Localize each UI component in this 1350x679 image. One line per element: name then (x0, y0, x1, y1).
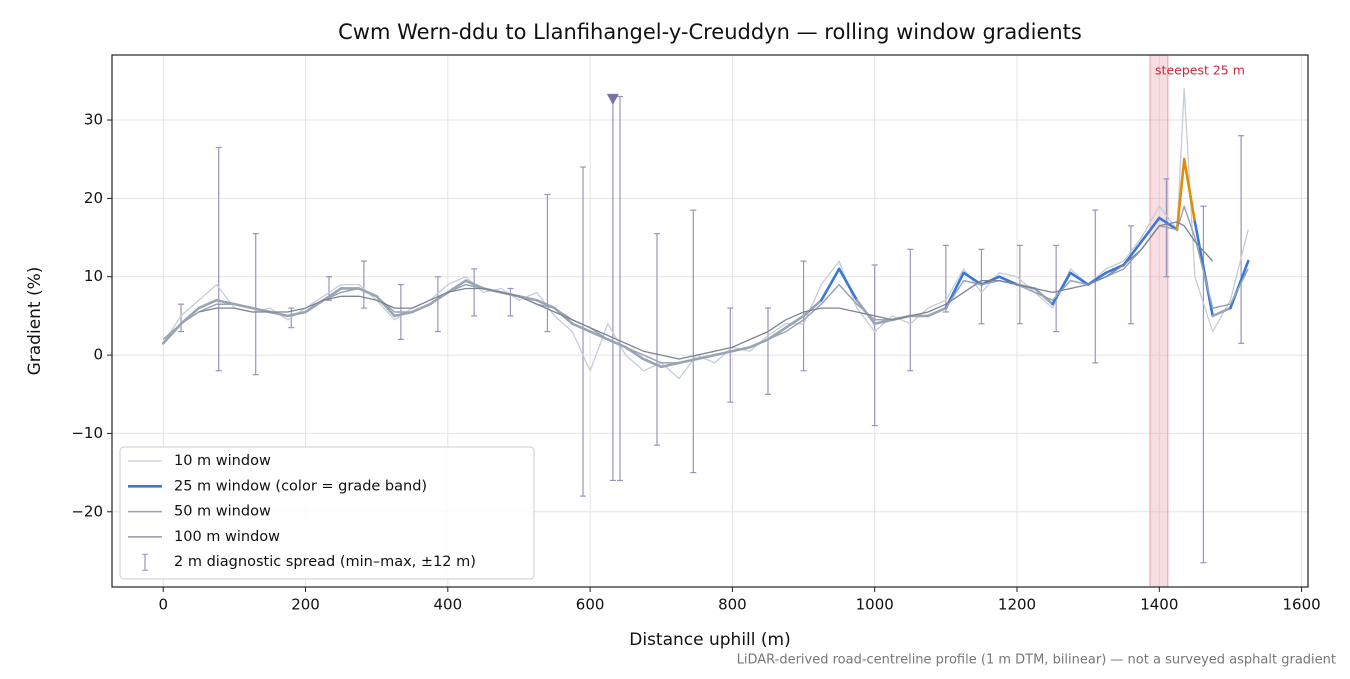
legend-label: 100 m window (174, 529, 280, 545)
x-tick-label: 0 (158, 596, 168, 614)
line-segment (784, 314, 805, 329)
legend-label: 10 m window (174, 453, 271, 469)
y-tick-label: −20 (71, 502, 103, 520)
x-tick-label: 1200 (998, 596, 1036, 614)
line-segment (1140, 216, 1161, 243)
highlight-band (1149, 54, 1169, 588)
line-segment (820, 267, 841, 302)
line-segment (1069, 271, 1090, 286)
plot-frame (111, 54, 1309, 588)
line-segment (1193, 220, 1214, 318)
x-tick-label: 1400 (1140, 596, 1178, 614)
x-axis-label: Distance uphill (m) (629, 630, 790, 650)
x-tick-label: 1000 (856, 596, 894, 614)
y-tick-label: 20 (84, 189, 103, 207)
line-segment (571, 322, 592, 333)
highlight-label: steepest 25 m (1155, 63, 1245, 78)
y-tick-label: 0 (93, 346, 103, 364)
legend-label: 25 m window (color = grade band) (174, 478, 427, 494)
series-line (162, 205, 1249, 364)
line-segment (1175, 157, 1186, 232)
x-tick-label: 1600 (1283, 596, 1321, 614)
line-segment (642, 357, 663, 369)
line-segment (1229, 259, 1250, 310)
line-segment (1122, 240, 1143, 267)
series-line (162, 88, 1249, 380)
y-tick-label: 30 (84, 111, 103, 129)
line-segment (802, 298, 823, 318)
x-tick-label: 400 (433, 596, 462, 614)
line-segment (197, 298, 218, 310)
series-line (198, 221, 1214, 360)
y-tick-label: 10 (84, 267, 103, 285)
x-tick-label: 800 (718, 596, 747, 614)
legend-label: 50 m window (174, 504, 271, 520)
line-segment (1211, 306, 1232, 318)
line-segment (1051, 271, 1072, 306)
legend-label: 2 m diagnostic spread (min–max, ±12 m) (174, 554, 476, 570)
line-segment (837, 267, 859, 302)
chart-title: Cwm Wern-ddu to Llanfihangel-y-Creuddyn … (338, 20, 1082, 44)
footnote: LiDAR-derived road-centreline profile (1… (737, 653, 1336, 668)
x-tick-label: 200 (291, 596, 320, 614)
y-tick-label: −10 (71, 424, 103, 442)
clip-marker (606, 93, 619, 105)
x-tick-label: 600 (576, 596, 605, 614)
y-axis-label: Gradient (%) (25, 267, 45, 376)
line-segment (1182, 157, 1197, 224)
legend-box (119, 446, 535, 580)
